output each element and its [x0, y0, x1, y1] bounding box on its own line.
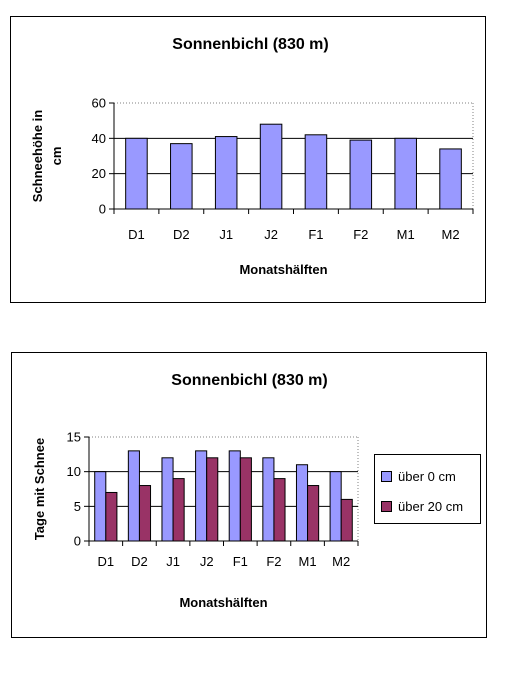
legend-item-series-1: über 0 cm: [381, 468, 456, 484]
x-tick-label: F2: [266, 554, 281, 569]
bar-J1-series-2: [172, 478, 185, 542]
x-tick-label: J2: [200, 554, 214, 569]
x-tick-label: F2: [353, 227, 368, 242]
bar-F2-series-1: [262, 457, 275, 542]
x-axis-title: Monatshälften: [179, 595, 267, 610]
chart-title: Sonnenbichl (830 m): [171, 372, 327, 389]
x-tick-label: J2: [264, 227, 278, 242]
bar-F2-series-1: [349, 139, 373, 210]
bar-M1-series-2: [307, 485, 320, 542]
legend-label-series-2: über 20 cm: [398, 498, 464, 514]
bar-D2-series-1: [127, 450, 140, 542]
x-tick-label: F1: [308, 227, 323, 242]
x-tick-label: M2: [442, 227, 460, 242]
y-tick-label: 0: [99, 202, 106, 217]
bar-J2-series-1: [195, 450, 208, 542]
bar-J1-series-1: [214, 136, 238, 210]
bar-D1-series-1: [125, 137, 148, 210]
bar-M1-series-1: [394, 137, 417, 210]
y-tick-label: 40: [92, 131, 106, 146]
y-axis-title: Schneehöhe in cm: [30, 110, 64, 203]
x-tick-label: M2: [332, 554, 350, 569]
x-axis-title: Monatshälften: [239, 262, 327, 277]
legend: über 0 cm über 20 cm: [374, 454, 481, 524]
y-axis-title-line: Schneehöhe in: [30, 110, 45, 203]
bar-F1-series-1: [304, 134, 328, 210]
y-tick-label: 5: [74, 499, 81, 514]
bar-F2-series-2: [273, 478, 286, 542]
x-tick-label: D2: [173, 227, 190, 242]
legend-swatch-series-2: [381, 500, 392, 512]
chart-2-svg: Sonnenbichl (830 m) 0 5 10 15 D1 D2 J1 J2 F1 F2 M1 M…: [32, 372, 359, 610]
x-tick-label: D2: [131, 554, 148, 569]
y-tick-label: 0: [74, 534, 81, 549]
legend-swatch-series-1: [381, 470, 392, 482]
bar-J2-series-2: [206, 457, 219, 542]
bar-M2-series-1: [329, 471, 342, 542]
y-tick-label: 15: [67, 430, 81, 445]
chart-1-container: Sonnenbichl (830 m) 0 20 40 60 D1 D2 J1 J2 F1 F2 M1…: [10, 16, 486, 303]
bar-F1-series-1: [228, 450, 241, 542]
x-tick-label: F1: [233, 554, 248, 569]
x-tick-label: D1: [98, 554, 115, 569]
y-axis-title: Tage mit Schnee: [32, 438, 47, 540]
y-tick-label: 20: [92, 166, 106, 181]
chart-title: Sonnenbichl (830 m): [172, 36, 328, 53]
bar-J2-series-1: [259, 123, 283, 210]
legend-label-series-1: über 0 cm: [398, 468, 456, 484]
bar-J1-series-1: [161, 457, 174, 542]
x-tick-label: M1: [397, 227, 415, 242]
bar-D2-series-2: [138, 485, 152, 542]
bar-M2-series-1: [439, 148, 462, 210]
bar-M2-series-2: [340, 498, 353, 542]
bar-D2-series-1: [170, 143, 193, 210]
y-tick-label: 10: [67, 464, 81, 479]
y-axis-title-line: cm: [49, 147, 64, 166]
x-tick-label: J1: [166, 554, 180, 569]
y-tick-label: 60: [92, 96, 106, 111]
x-tick-label: J1: [219, 227, 233, 242]
bar-D1-series-2: [105, 491, 118, 542]
legend-item-series-2: über 20 cm: [381, 498, 464, 514]
bar-M1-series-1: [295, 464, 309, 542]
x-tick-label: D1: [128, 227, 145, 242]
bar-D1-series-1: [94, 471, 107, 542]
x-tick-label: M1: [299, 554, 317, 569]
bar-F1-series-2: [239, 457, 252, 542]
chart-2-container: Sonnenbichl (830 m) 0 5 10 15 D1 D2 J1 J2 F1 F2 M1 M…: [11, 352, 487, 638]
chart-1-svg: Sonnenbichl (830 m) 0 20 40 60 D1 D2 J1 J2 F1 F2 M1…: [30, 36, 474, 277]
